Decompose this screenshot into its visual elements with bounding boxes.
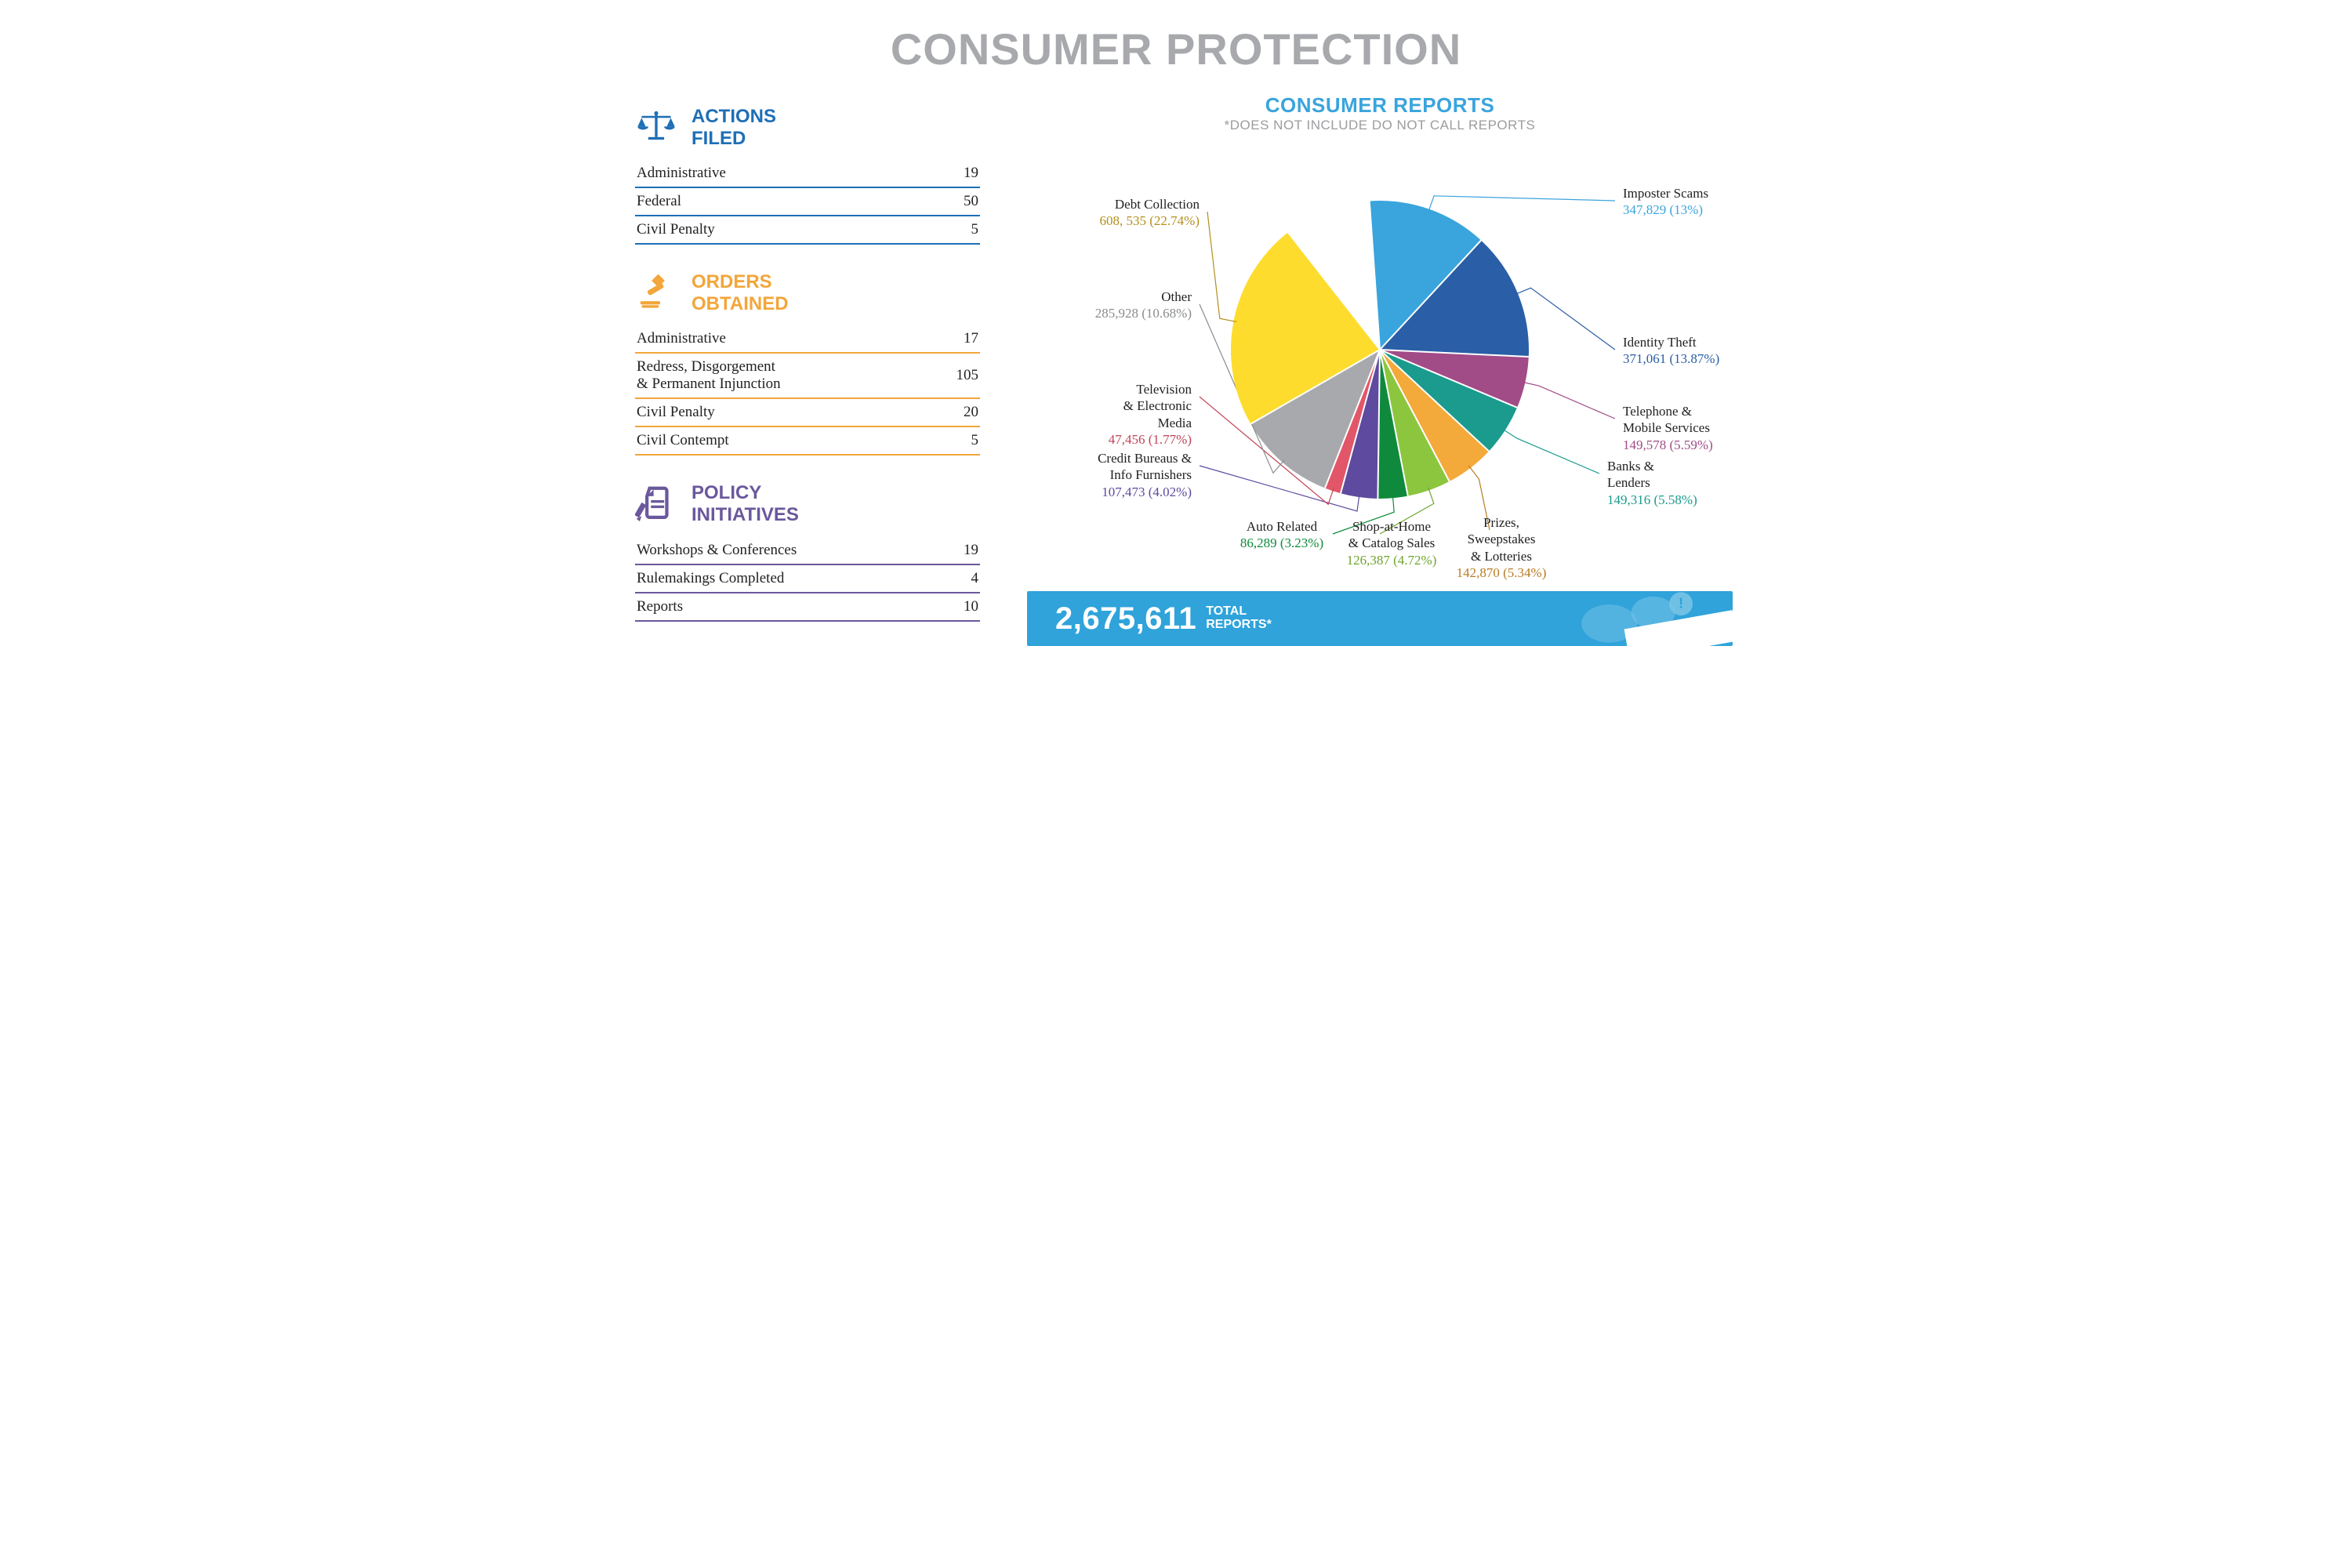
actions-filed-header: ACTIONS FILED <box>635 106 980 149</box>
table-row: Rulemakings Completed 4 <box>635 565 980 593</box>
row-label: Workshops & Conferences <box>637 542 797 559</box>
right-column: CONSUMER REPORTS *DOES NOT INCLUDE DO NO… <box>1027 98 1733 646</box>
row-label: Rulemakings Completed <box>637 570 784 587</box>
leader-line <box>1207 212 1236 321</box>
pie-chart: Imposter Scams347,829 (13%)Identity Thef… <box>1027 138 1733 577</box>
table-row: Administrative 19 <box>635 160 980 188</box>
total-reports-text: TOTAL REPORTS* <box>1206 605 1272 632</box>
scales-icon <box>635 107 677 149</box>
row-value: 5 <box>971 221 979 238</box>
orders-obtained-title: ORDERS OBTAINED <box>691 271 789 314</box>
orders-obtained-table: Administrative 17 Redress, Disgorgement& P… <box>635 325 980 456</box>
row-label: Civil Contempt <box>637 432 729 449</box>
row-value: 105 <box>956 367 979 384</box>
row-value: 19 <box>964 165 978 182</box>
orders-obtained-header: ORDERS OBTAINED <box>635 271 980 314</box>
actions-filed-title: ACTIONS FILED <box>691 106 776 149</box>
actions-filed-table: Administrative 19 Federal 50 Civil Penalty 5 <box>635 160 980 245</box>
left-column: ACTIONS FILED Administrative 19 Federal 50 C… <box>635 98 980 648</box>
row-value: 19 <box>964 542 978 559</box>
row-label: Civil Penalty <box>637 404 715 421</box>
leader-line <box>1523 382 1615 419</box>
page-title: CONSUMER PROTECTION <box>635 24 1717 74</box>
pie-slice-label: Imposter Scams347,829 (13%) <box>1623 185 1756 219</box>
table-row: Civil Penalty 20 <box>635 399 980 427</box>
row-label: Administrative <box>637 165 726 182</box>
total-reports-banner: 2,675,611 TOTAL REPORTS* ! <box>1027 591 1733 646</box>
row-label: Civil Penalty <box>637 221 715 238</box>
row-value: 50 <box>964 193 978 210</box>
pie-slice-label: Telephone &Mobile Services149,578 (5.59%… <box>1623 403 1756 453</box>
row-label: Federal <box>637 193 681 210</box>
leader-line <box>1502 429 1599 474</box>
document-pencil-icon <box>635 483 677 525</box>
consumer-reports-subtitle: *DOES NOT INCLUDE DO NOT CALL REPORTS <box>1027 118 1733 133</box>
table-row: Workshops & Conferences 19 <box>635 537 980 565</box>
pie-slice-label: Other285,928 (10.68%) <box>1058 289 1192 322</box>
row-value: 20 <box>964 404 978 421</box>
policy-initiatives-title: POLICY INITIATIVES <box>691 482 799 525</box>
pie-slice-label: Auto Related86,289 (3.23%) <box>1215 518 1348 552</box>
row-label: Redress, Disgorgement& Permanent Injunct… <box>637 358 781 393</box>
row-label: Reports <box>637 598 683 615</box>
policy-initiatives-header: POLICY INITIATIVES <box>635 482 980 525</box>
consumer-reports-title: CONSUMER REPORTS <box>1027 93 1733 118</box>
policy-initiatives-table: Workshops & Conferences 19 Rulemakings Com… <box>635 537 980 622</box>
svg-text:!: ! <box>1679 595 1683 612</box>
table-row: Civil Penalty 5 <box>635 216 980 245</box>
row-value: 5 <box>971 432 979 449</box>
leader-line <box>1428 196 1615 212</box>
pie-slice-label: Debt Collection608, 535 (22.74%) <box>1066 196 1200 230</box>
pie-slice-label: Credit Bureaus &Info Furnishers107,473 (… <box>1058 450 1192 500</box>
total-reports-number: 2,675,611 <box>1055 601 1196 637</box>
pie-slice-label: Banks &Lenders149,316 (5.58%) <box>1607 458 1740 508</box>
table-row: Federal 50 <box>635 188 980 216</box>
pie-slice-label: Television& ElectronicMedia47,456 (1.77%… <box>1058 381 1192 448</box>
pie-slice-label: Identity Theft371,061 (13.87%) <box>1623 334 1756 368</box>
table-row: Reports 10 <box>635 593 980 622</box>
table-row: Administrative 17 <box>635 325 980 354</box>
table-row: Redress, Disgorgement& Permanent Injunct… <box>635 354 980 399</box>
row-value: 17 <box>964 330 978 347</box>
gavel-icon <box>635 272 677 314</box>
leader-line <box>1515 288 1615 350</box>
consumer-reports-header: CONSUMER REPORTS *DOES NOT INCLUDE DO NO… <box>1027 93 1733 133</box>
row-value: 10 <box>964 598 978 615</box>
row-value: 4 <box>971 570 979 587</box>
row-label: Administrative <box>637 330 726 347</box>
table-row: Civil Contempt 5 <box>635 427 980 456</box>
